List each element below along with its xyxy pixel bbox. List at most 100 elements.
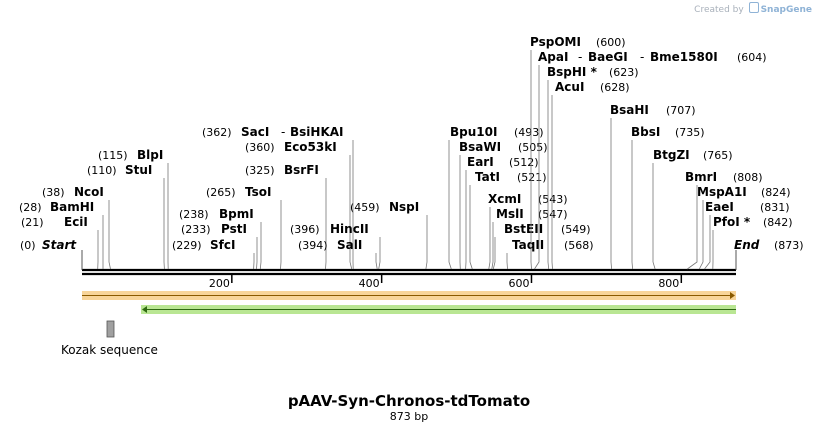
site-leader-apai	[534, 65, 540, 270]
site-label-bbsi: BbsI	[631, 125, 660, 139]
site-separator-baegi: -	[640, 50, 644, 64]
site-label-saci: SacI	[241, 125, 269, 139]
site-label-eari: EarI	[467, 155, 494, 169]
site-label-baegi: BaeGI	[588, 50, 628, 64]
end-position: (873)	[774, 239, 804, 252]
site-leader-msli	[491, 222, 494, 270]
snapgene-logo-icon	[748, 2, 759, 13]
site-label-acui: AcuI	[555, 80, 584, 94]
site-label-psti: PstI	[221, 222, 247, 236]
site-label-pfoi: PfoI *	[713, 215, 751, 229]
site-leader-nspi	[425, 215, 428, 270]
site-label-eco53ki: Eco53kI	[284, 140, 337, 154]
site-label-tsoi: TsoI	[245, 185, 271, 199]
site-leader-bpu10i	[448, 140, 452, 270]
tick-label-800: 800	[658, 277, 679, 290]
site-position-psti: (233)	[181, 223, 211, 236]
site-label-taqii: TaqII	[512, 238, 544, 252]
site-leader-mspa1i	[698, 200, 704, 270]
start-label: Start	[42, 238, 77, 252]
site-position-acui: (628)	[600, 81, 630, 94]
site-label-nspi: NspI	[389, 200, 419, 214]
site-label-pspomi: PspOMI	[530, 35, 581, 49]
site-label-xcmi: XcmI	[488, 192, 521, 206]
feature-arrowhead-orf-forward	[730, 292, 735, 299]
site-separator-apai: -	[578, 50, 582, 64]
plasmid-length: 873 bp	[389, 410, 429, 423]
site-label-btgzi: BtgZI	[653, 148, 690, 162]
site-label-bme1580i: Bme1580I	[650, 50, 718, 64]
site-position-hincii: (396)	[290, 223, 320, 236]
start-position: (0)	[20, 239, 36, 252]
site-position-eari: (512)	[509, 156, 539, 169]
site-position-sfci: (229)	[172, 239, 202, 252]
site-label-ecii: EciI	[64, 215, 88, 229]
site-position-msli: (547)	[538, 208, 568, 221]
site-label-hincii: HincII	[330, 222, 369, 236]
site-leader-eaei	[704, 215, 711, 270]
credit-brand: SnapGene	[760, 5, 812, 15]
site-position-bsphi: (623)	[609, 66, 639, 79]
site-label-bmri: BmrI	[685, 170, 717, 184]
site-position-nspi: (459)	[350, 201, 380, 214]
site-label-bsihkai: BsiHKAI	[290, 125, 344, 139]
credit-prefix: Created by	[694, 5, 744, 15]
site-leader-bsahi	[610, 118, 612, 270]
site-leader-tati	[469, 185, 473, 270]
site-leader-tsoi	[280, 200, 282, 270]
end-label: End	[734, 238, 760, 252]
site-position-pspomi: (600)	[596, 36, 626, 49]
site-position-sali: (394)	[298, 239, 328, 252]
site-leader-acui	[551, 95, 553, 270]
site-label-msli: MslI	[496, 207, 524, 221]
site-label-stui: StuI	[125, 163, 152, 177]
site-label-bamhi: BamHI	[50, 200, 94, 214]
site-leader-pspomi	[530, 50, 532, 270]
site-separator-saci: -	[281, 125, 285, 139]
site-leader-hincii	[378, 237, 381, 270]
site-position-ecii: (21)	[21, 216, 44, 229]
feature-box-kozak-sequence	[106, 320, 115, 338]
site-leader-sali	[375, 253, 378, 270]
site-label-bsawi: BsaWI	[459, 140, 501, 154]
site-position-eaei: (831)	[760, 201, 790, 214]
tick-label-600: 600	[508, 277, 529, 290]
site-position-bsawi: (505)	[518, 141, 548, 154]
site-position-saci: (362)	[202, 126, 232, 139]
site-leader-ncoi	[108, 200, 111, 270]
site-label-sfci: SfcI	[210, 238, 235, 252]
plasmid-title: pAAV-Syn-Chronos-tdTomato	[287, 392, 531, 410]
site-leader-bsteii	[492, 237, 496, 270]
site-label-bpu10i: Bpu10I	[450, 125, 497, 139]
site-position-bamhi: (28)	[19, 201, 42, 214]
kozak-feature-label: Kozak sequence	[61, 343, 158, 357]
site-position-xcmi: (543)	[538, 193, 568, 206]
site-position-ncoi: (38)	[42, 186, 65, 199]
site-leader-bmri	[687, 185, 698, 270]
site-position-apai: (604)	[737, 51, 767, 64]
site-leader-eco53ki	[349, 155, 353, 270]
site-leader-bpmi	[259, 222, 262, 270]
site-position-bsrfi: (325)	[245, 164, 275, 177]
site-leader-bsrfi	[325, 178, 327, 270]
site-label-eaei: EaeI	[705, 200, 734, 214]
site-position-bmri: (808)	[733, 171, 763, 184]
site-position-btgzi: (765)	[703, 149, 733, 162]
site-label-apai: ApaI	[538, 50, 568, 64]
site-leader-bsphi	[547, 80, 550, 270]
site-position-bsteii: (549)	[561, 223, 591, 236]
site-position-bpmi: (238)	[179, 208, 209, 221]
site-label-ncoi: NcoI	[74, 185, 104, 199]
site-position-tati: (521)	[517, 171, 547, 184]
site-position-bsahi: (707)	[666, 104, 696, 117]
site-label-mspa1i: MspA1I	[697, 185, 747, 199]
tick-label-400: 400	[359, 277, 380, 290]
feature-arrowhead-orf-reverse	[142, 306, 147, 313]
tick-label-200: 200	[209, 277, 230, 290]
site-position-tsoi: (265)	[206, 186, 236, 199]
site-label-blpi: BlpI	[137, 148, 163, 162]
site-label-bsrfi: BsrFI	[284, 163, 319, 177]
site-leader-bbsi	[631, 140, 633, 270]
site-position-bbsi: (735)	[675, 126, 705, 139]
